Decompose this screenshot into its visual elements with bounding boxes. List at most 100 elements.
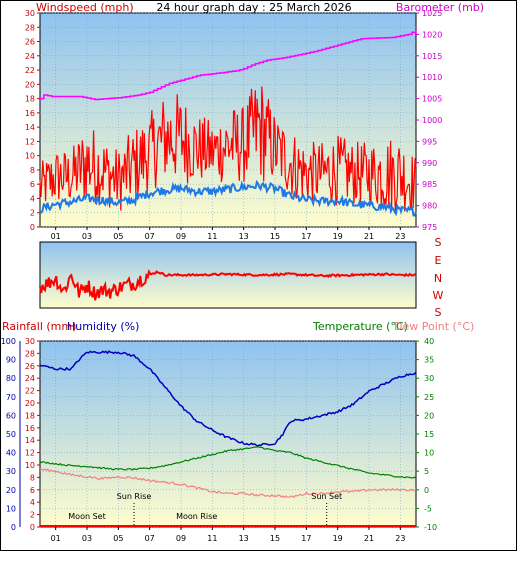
thermo-panel-grid — [40, 340, 416, 528]
x-tick-label: 05 — [113, 232, 123, 241]
wind-average-line — [39, 179, 417, 217]
rainfall-tick-label: 12 — [25, 449, 35, 458]
rainfall-tick-label: 18 — [25, 411, 35, 420]
wind-direction-line — [39, 268, 417, 301]
barometer-tick-label: 1025 — [422, 9, 442, 18]
x-tick-label: 19 — [333, 232, 343, 241]
rainfall-tick-label: 0 — [30, 523, 35, 532]
rainfall-tick-label: 26 — [25, 362, 35, 371]
barometer-tick-label: 975 — [422, 223, 437, 232]
temperature-axis-title: Temperature (°C) — [312, 320, 408, 333]
wind-tick-label: 8 — [30, 166, 35, 175]
rainfall-tick-label: 16 — [25, 424, 35, 433]
humidity-tick-label: 100 — [1, 337, 16, 346]
temperature-tick-label: -5 — [424, 504, 432, 513]
barometer-tick-label: 1015 — [422, 52, 442, 61]
rainfall-tick-label: 4 — [30, 498, 35, 507]
x-tick-label: 23 — [395, 534, 405, 543]
x-tick-label: 03 — [82, 534, 92, 543]
humidity-y-ticks: 0 10 20 30 40 50 60 70 80 90 100 — [1, 337, 21, 532]
wind-tick-label: 28 — [25, 23, 35, 32]
barometer-tick-label: 1020 — [422, 30, 442, 39]
wind-gust-line — [39, 86, 417, 212]
barometer-tick-label: 980 — [422, 202, 437, 211]
x-tick-label: 11 — [207, 534, 217, 543]
sun-moon-annotations: Sun Rise Sun Set Moon Set Moon Rise — [68, 492, 342, 527]
temperature-tick-label: 0 — [424, 486, 429, 495]
chart-title: 24 hour graph day : 25 March 2026 — [156, 1, 351, 14]
humidity-tick-label: 40 — [6, 449, 16, 458]
humidity-line — [39, 350, 417, 447]
rainfall-tick-label: 24 — [25, 374, 35, 383]
wind-tick-label: 30 — [25, 9, 35, 18]
wind-tick-label: 18 — [25, 95, 35, 104]
humidity-tick-label: 70 — [6, 393, 16, 402]
direction-label: E — [435, 254, 442, 267]
x-tick-label: 01 — [51, 534, 61, 543]
thermo-panel-bg — [39, 340, 417, 528]
x-tick-label: 17 — [301, 534, 311, 543]
x-tick-label: 17 — [301, 232, 311, 241]
wind-series — [39, 30, 417, 217]
wind-tick-label: 10 — [25, 152, 35, 161]
x-tick-label: 09 — [176, 232, 186, 241]
direction-label: N — [434, 272, 442, 285]
humidity-tick-label: 30 — [6, 467, 16, 476]
temperature-tick-label: 20 — [424, 411, 434, 420]
rainfall-axis-title: Rainfall (mm) — [2, 320, 76, 333]
dewpoint-line — [39, 468, 417, 499]
x-tick-label: 03 — [82, 232, 92, 241]
direction-label: W — [433, 289, 444, 302]
x-tick-label: 21 — [364, 232, 374, 241]
barometer-line — [40, 30, 417, 101]
rainfall-tick-label: 6 — [30, 486, 35, 495]
temperature-line — [39, 446, 417, 479]
x-tick-label: 11 — [207, 232, 217, 241]
wind-tick-label: 12 — [25, 137, 35, 146]
temperature-y-ticks: -10 -5 0 5 10 15 20 25 30 35 40 — [416, 337, 437, 532]
wind-tick-label: 4 — [30, 194, 35, 203]
x-tick-label: 01 — [51, 232, 61, 241]
barometer-tick-label: 990 — [422, 159, 437, 168]
barometer-tick-label: 1005 — [422, 95, 442, 104]
humidity-tick-label: 90 — [6, 356, 16, 365]
sun-annotation: Sun Rise — [117, 492, 152, 501]
moon-annotation: Moon Set — [68, 512, 105, 521]
wind-tick-label: 16 — [25, 109, 35, 118]
x-tick-label: 13 — [239, 232, 249, 241]
wind-x-ticks: 01 03 05 07 09 11 13 15 17 19 21 23 — [51, 227, 405, 241]
temperature-tick-label: -10 — [424, 523, 437, 532]
barometer-tick-label: 995 — [422, 137, 437, 146]
sun-annotation: Sun Set — [311, 492, 342, 501]
moon-annotation: Moon Rise — [176, 512, 217, 521]
temperature-tick-label: 35 — [424, 356, 434, 365]
humidity-tick-label: 80 — [6, 374, 16, 383]
rainfall-tick-label: 28 — [25, 349, 35, 358]
rainfall-tick-label: 20 — [25, 399, 35, 408]
wind-tick-label: 24 — [25, 52, 35, 61]
x-tick-label: 21 — [364, 534, 374, 543]
rainfall-tick-label: 14 — [25, 436, 35, 445]
wind-tick-label: 6 — [30, 180, 35, 189]
humidity-tick-label: 60 — [6, 411, 16, 420]
temperature-tick-label: 30 — [424, 374, 434, 383]
barometer-tick-label: 1010 — [422, 73, 442, 82]
temperature-tick-label: 10 — [424, 449, 434, 458]
humidity-tick-label: 20 — [6, 486, 16, 495]
barometer-tick-label: 1000 — [422, 116, 442, 125]
wind-tick-label: 2 — [30, 209, 35, 218]
barometer-tick-label: 985 — [422, 180, 437, 189]
humidity-axis-title: Humidity (%) — [67, 320, 139, 333]
humidity-tick-label: 50 — [6, 430, 16, 439]
x-tick-label: 19 — [333, 534, 343, 543]
temperature-tick-label: 15 — [424, 430, 434, 439]
wind-tick-label: 22 — [25, 66, 35, 75]
x-tick-label: 07 — [145, 232, 155, 241]
x-tick-label: 09 — [176, 534, 186, 543]
thermo-series — [39, 350, 417, 527]
barometer-y-ticks: 975 980 985 990 995 1000 1005 1010 1015 1020 1025 — [416, 9, 442, 232]
rainfall-tick-label: 30 — [25, 337, 35, 346]
